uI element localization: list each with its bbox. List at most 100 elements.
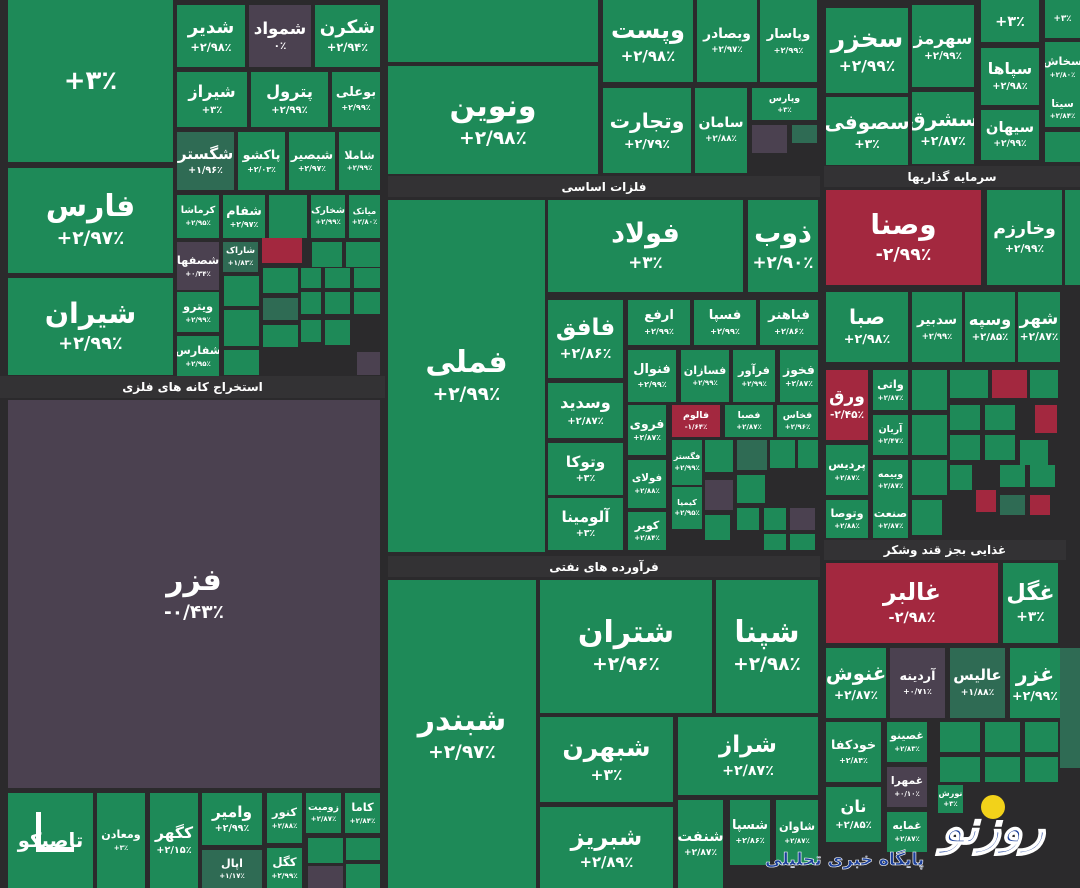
treemap-tile[interactable]: شسپا +۲/۸۶٪ — [730, 800, 770, 865]
treemap-tile[interactable] — [354, 292, 380, 314]
treemap-tile[interactable]: فولاد +۳٪ — [548, 200, 743, 292]
treemap-tile[interactable] — [263, 325, 298, 347]
treemap-tile[interactable]: فزر -۰/۴۳٪ — [8, 400, 380, 788]
treemap-tile[interactable] — [976, 490, 996, 512]
treemap-tile[interactable] — [752, 125, 787, 153]
treemap-tile[interactable]: سصوفی +۳٪ — [826, 97, 908, 165]
treemap-tile[interactable]: غمایه +۲/۸۷٪ — [887, 812, 927, 852]
treemap-tile[interactable] — [798, 440, 818, 468]
treemap-tile[interactable] — [325, 268, 350, 288]
treemap-tile[interactable] — [325, 320, 350, 345]
treemap-tile[interactable]: فالوم -۱/۶۴٪ — [672, 405, 720, 437]
treemap-tile[interactable] — [1060, 648, 1080, 768]
treemap-tile[interactable]: شفام +۲/۹۷٪ — [223, 195, 265, 238]
treemap-tile[interactable] — [912, 460, 947, 495]
treemap-tile[interactable]: ومعادن +۳٪ — [97, 793, 145, 888]
treemap-tile[interactable]: شنفت +۲/۸۷٪ — [678, 800, 723, 888]
treemap-tile[interactable] — [1030, 465, 1055, 487]
treemap-tile[interactable]: فخاس +۲/۹۶٪ — [777, 405, 818, 437]
treemap-tile[interactable]: کرماشا +۲/۹۵٪ — [177, 195, 219, 238]
treemap-tile[interactable] — [1065, 190, 1080, 285]
treemap-tile[interactable]: شدیر +۲/۹۸٪ — [177, 5, 245, 67]
treemap-tile[interactable]: فولای +۲/۸۸٪ — [628, 460, 666, 508]
treemap-tile[interactable]: زومیت +۲/۸۷٪ — [306, 793, 341, 833]
treemap-tile[interactable] — [705, 515, 730, 540]
treemap-tile[interactable] — [737, 440, 767, 470]
treemap-tile[interactable]: تاصیکو — [8, 793, 93, 888]
treemap-tile[interactable]: وپست +۲/۹۸٪ — [603, 0, 693, 82]
treemap-tile[interactable]: بوعلی +۲/۹۹٪ — [332, 72, 380, 127]
treemap-tile[interactable]: صبا +۲/۹۸٪ — [826, 292, 908, 362]
treemap-tile[interactable]: ارفع +۲/۹۹٪ — [628, 300, 690, 345]
treemap-tile[interactable]: سامان +۲/۸۸٪ — [695, 88, 747, 173]
treemap-tile[interactable]: صنعت +۲/۸۷٪ — [873, 500, 908, 538]
treemap-tile[interactable] — [985, 435, 1015, 460]
treemap-tile[interactable] — [985, 722, 1020, 752]
treemap-tile[interactable]: وامیر +۲/۹۹٪ — [202, 793, 262, 845]
treemap-tile[interactable]: واتی +۲/۸۷٪ — [873, 370, 908, 410]
treemap-tile[interactable] — [764, 508, 786, 530]
treemap-tile[interactable]: فروی +۲/۸۷٪ — [628, 405, 666, 455]
treemap-tile[interactable] — [1030, 495, 1050, 515]
treemap-tile[interactable]: کگهر +۲/۱۵٪ — [150, 793, 198, 888]
treemap-tile[interactable]: عالیس +۱/۸۸٪ — [950, 648, 1005, 718]
treemap-tile[interactable]: +۳٪ — [1045, 0, 1080, 38]
treemap-tile[interactable] — [1000, 465, 1025, 487]
treemap-tile[interactable] — [301, 320, 321, 342]
treemap-tile[interactable]: +۳٪ — [981, 0, 1039, 42]
treemap-tile[interactable] — [263, 268, 298, 293]
treemap-tile[interactable]: شهر +۲/۸۷٪ — [1018, 292, 1060, 362]
treemap-tile[interactable]: شراز +۲/۸۷٪ — [678, 717, 818, 795]
treemap-tile[interactable]: سیتا +۲/۸۴٪ — [1045, 92, 1080, 127]
treemap-tile[interactable]: +۳٪ — [8, 0, 173, 162]
treemap-tile[interactable] — [992, 370, 1027, 398]
treemap-tile[interactable] — [1020, 440, 1048, 465]
treemap-tile[interactable]: غصینو +۲/۸۳٪ — [887, 722, 927, 762]
treemap-tile[interactable]: سیهان +۲/۹۹٪ — [981, 110, 1039, 160]
treemap-tile[interactable]: شتران +۲/۹۶٪ — [540, 580, 712, 713]
treemap-tile[interactable] — [770, 440, 795, 468]
treemap-tile[interactable]: کاما +۲/۸۴٪ — [345, 793, 380, 833]
treemap-tile[interactable]: شکرن +۲/۹۴٪ — [315, 5, 380, 67]
treemap-tile[interactable] — [912, 415, 947, 455]
treemap-tile[interactable]: وتوکا +۳٪ — [548, 443, 623, 495]
treemap-tile[interactable]: وتجارت +۲/۷۹٪ — [603, 88, 691, 173]
treemap-tile[interactable]: فرآور +۲/۹۹٪ — [733, 350, 775, 402]
treemap-tile[interactable]: شاملا +۲/۹۹٪ — [339, 132, 380, 190]
treemap-tile[interactable]: خودکفا +۲/۸۴٪ — [826, 722, 881, 782]
treemap-tile[interactable] — [764, 534, 786, 550]
treemap-tile[interactable]: شگستر +۱/۹۶٪ — [177, 132, 234, 190]
treemap-tile[interactable]: میاتک +۲/۸۰٪ — [349, 195, 380, 238]
treemap-tile[interactable] — [357, 352, 380, 375]
treemap-tile[interactable] — [325, 292, 350, 314]
treemap-tile[interactable]: وبیمه +۲/۸۷٪ — [873, 460, 908, 500]
treemap-tile[interactable] — [354, 268, 380, 288]
treemap-tile[interactable]: ذوب +۲/۹۰٪ — [748, 200, 818, 292]
treemap-tile[interactable]: وبصادر +۲/۹۷٪ — [697, 0, 757, 82]
treemap-tile[interactable] — [950, 465, 972, 490]
treemap-tile[interactable] — [1030, 370, 1058, 398]
treemap-tile[interactable] — [950, 370, 988, 398]
treemap-tile[interactable]: فارس +۲/۹۷٪ — [8, 168, 173, 273]
treemap-tile[interactable] — [308, 838, 343, 863]
treemap-tile[interactable]: نورش +۳٪ — [938, 785, 963, 813]
treemap-tile[interactable]: پردیس +۲/۸۷٪ — [826, 445, 868, 495]
treemap-tile[interactable]: سخزر +۲/۹۹٪ — [826, 8, 908, 93]
treemap-tile[interactable]: فسپا +۲/۹۹٪ — [694, 300, 756, 345]
treemap-tile[interactable] — [312, 242, 342, 267]
treemap-tile[interactable]: شیراز +۳٪ — [177, 72, 247, 127]
treemap-tile[interactable]: فخوز +۲/۸۷٪ — [780, 350, 818, 402]
treemap-tile[interactable]: وپاسار +۲/۹۹٪ — [760, 0, 817, 82]
treemap-tile[interactable]: شمواد ۰٪ — [249, 5, 311, 67]
treemap-tile[interactable]: فسازان +۲/۹۹٪ — [681, 350, 729, 402]
treemap-tile[interactable] — [912, 500, 942, 535]
treemap-tile[interactable]: سشرق +۲/۸۷٪ — [912, 92, 974, 164]
treemap-tile[interactable]: فگستر +۲/۹۹٪ — [672, 440, 702, 485]
treemap-tile[interactable]: شپنا +۲/۹۸٪ — [716, 580, 818, 713]
treemap-tile[interactable]: سخاش +۲/۸۰٪ — [1045, 42, 1080, 92]
treemap-tile[interactable]: وسپه +۲/۸۵٪ — [965, 292, 1015, 362]
treemap-tile[interactable]: اپال +۱/۱۷٪ — [202, 850, 262, 888]
treemap-tile[interactable]: فصبا +۲/۸۷٪ — [725, 405, 773, 437]
treemap-tile[interactable]: سدبیر +۲/۹۹٪ — [912, 292, 962, 362]
treemap-tile[interactable] — [737, 508, 759, 530]
